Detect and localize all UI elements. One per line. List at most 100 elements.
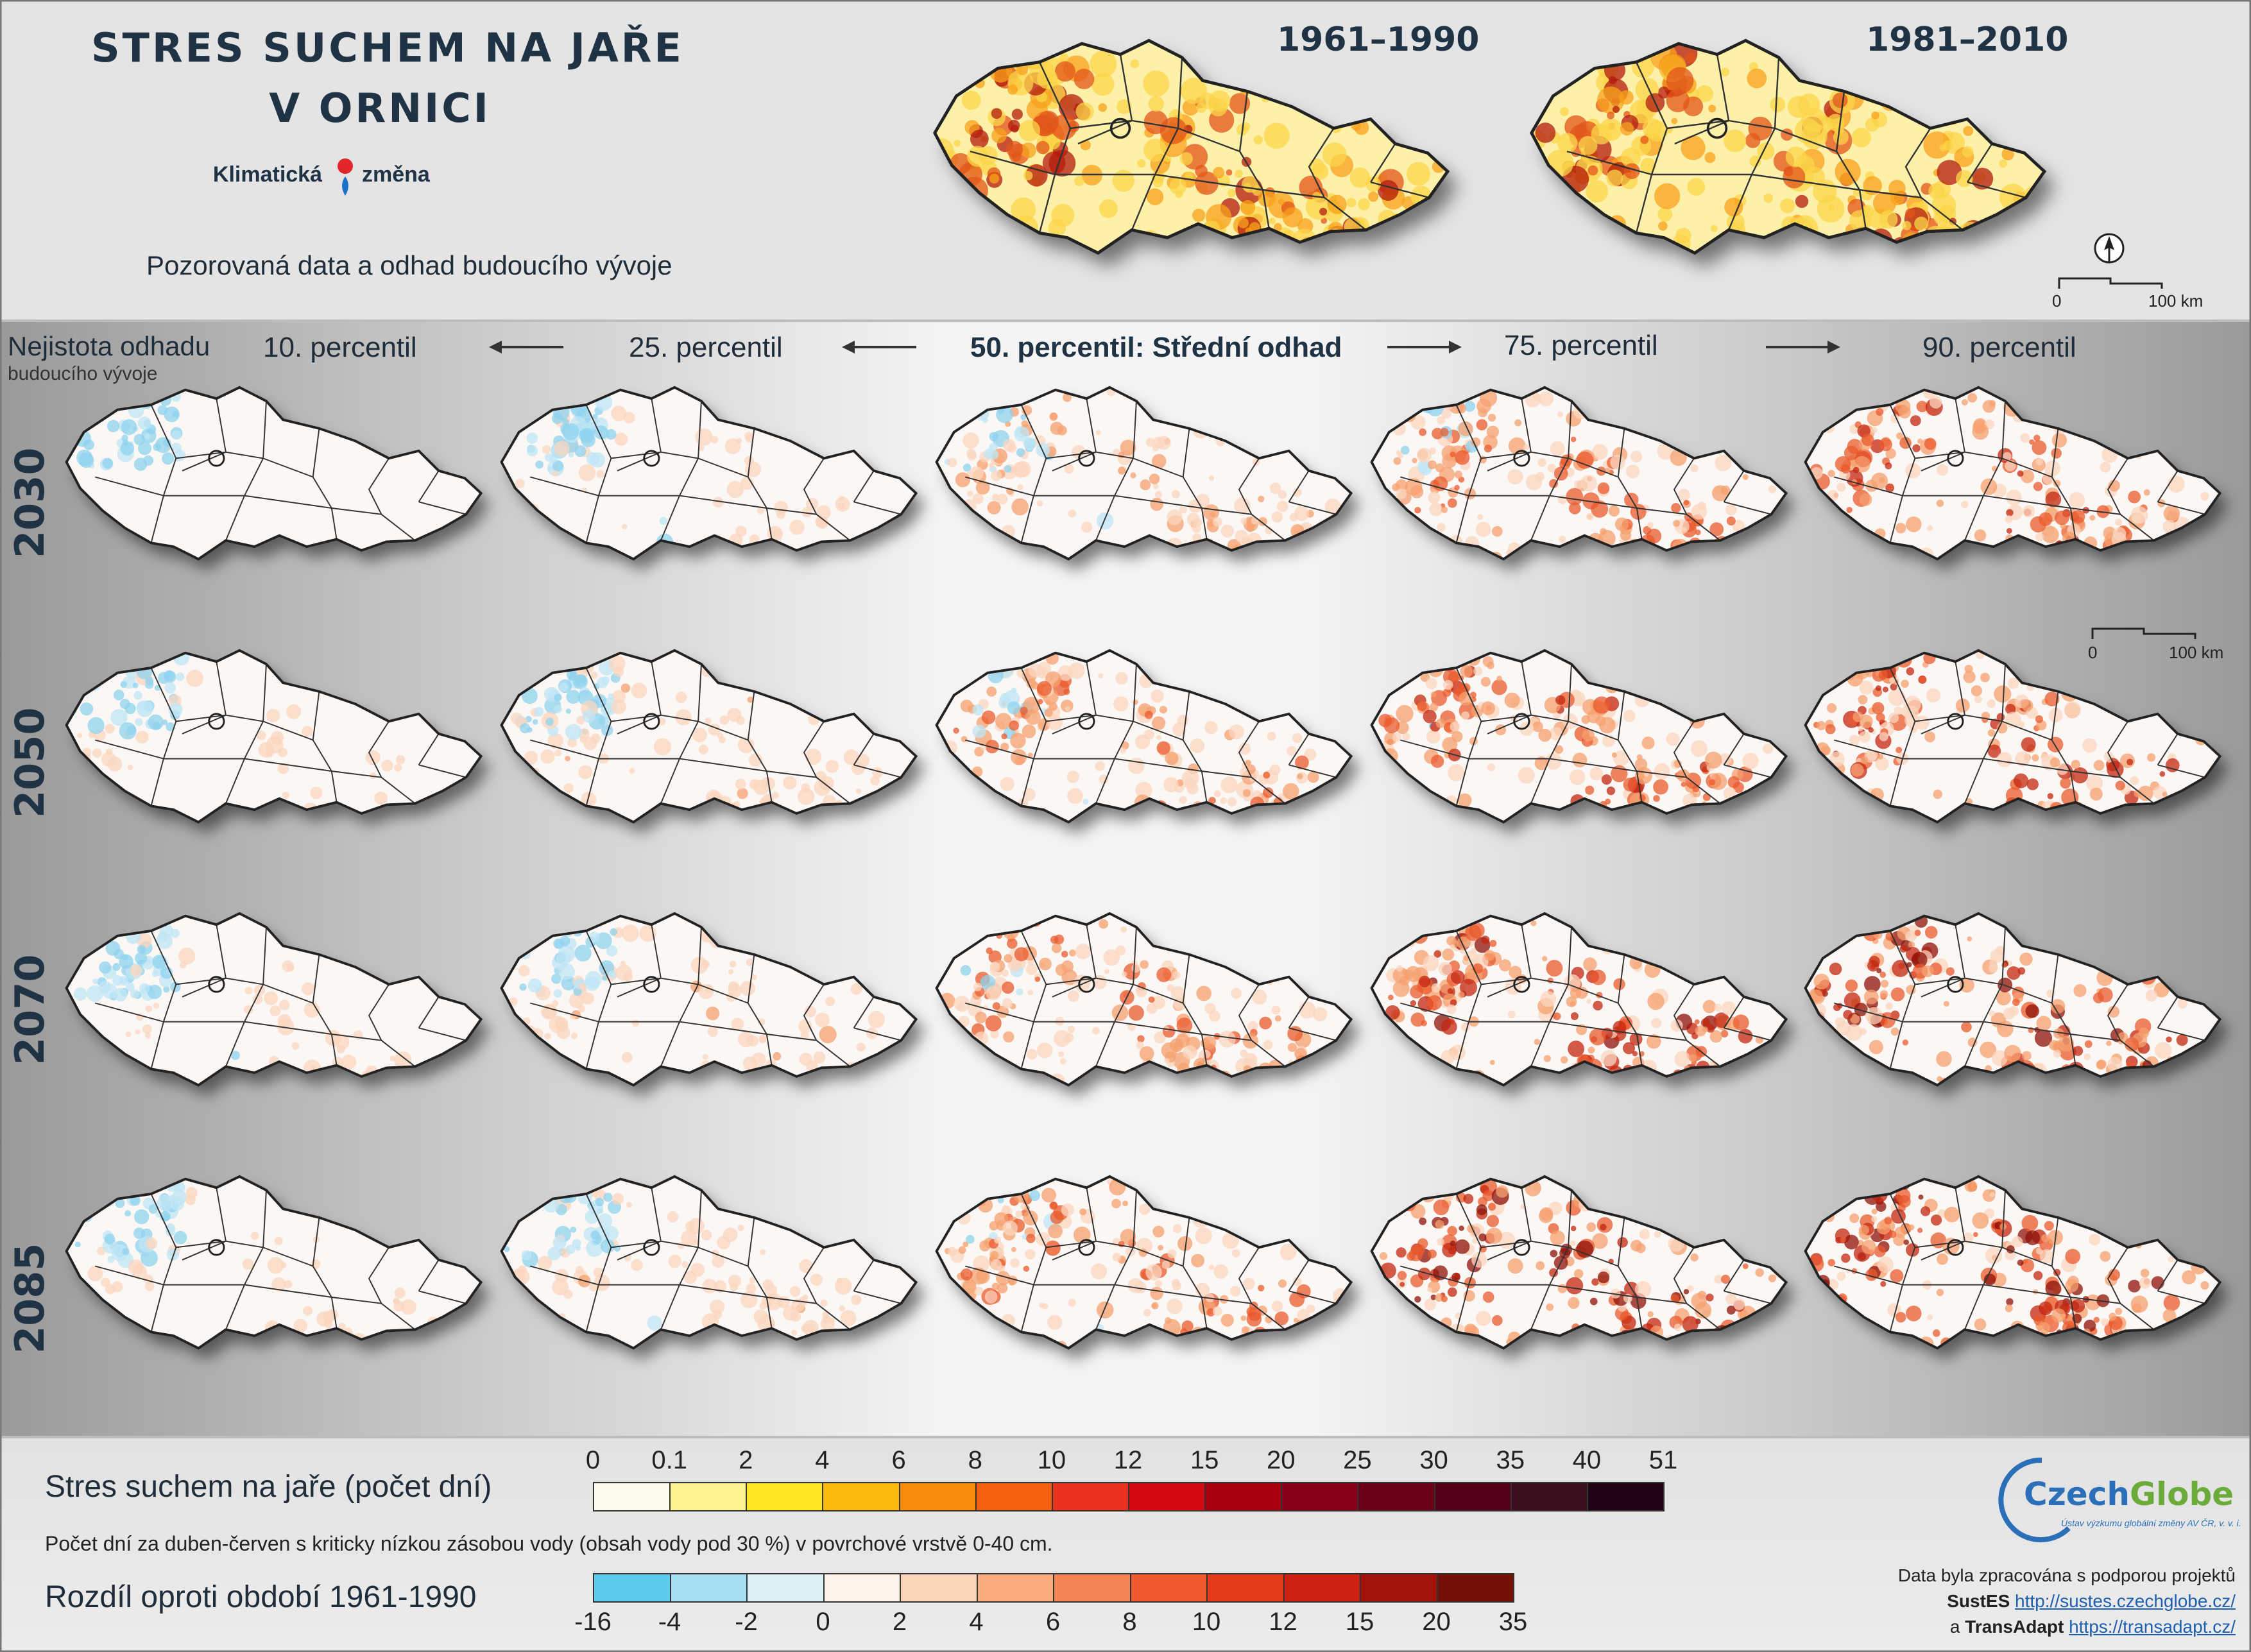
map-pixel — [1405, 966, 1421, 982]
map-pixel — [1164, 1058, 1170, 1064]
map-pixel — [1242, 537, 1249, 545]
map-pixel — [1862, 1239, 1876, 1254]
map-pixel — [777, 1296, 791, 1309]
legend-abs-tick: 30 — [1419, 1446, 1448, 1474]
map-pixel — [1647, 992, 1665, 1010]
map-pixel — [1623, 163, 1640, 180]
map-pixel — [1504, 692, 1520, 708]
map-pixel — [138, 441, 151, 456]
map-pixel — [759, 1302, 767, 1310]
map-pixel — [1308, 158, 1325, 175]
map-pixel — [1908, 1224, 1915, 1230]
sustes-link[interactable]: http://sustes.czechglobe.cz/ — [2015, 1591, 2236, 1611]
map-pixel — [1482, 1291, 1494, 1303]
map-pixel — [1896, 432, 1903, 439]
map-pixel — [1507, 469, 1523, 485]
map-pixel — [2039, 512, 2053, 527]
map-pixel — [1045, 1240, 1061, 1256]
map-pixel — [1258, 1284, 1265, 1291]
legend-abs-swatch — [1281, 1482, 1359, 1511]
map-pixel — [972, 704, 984, 716]
map-pixel — [1906, 667, 1915, 676]
map-pixel — [1962, 146, 1974, 158]
map-pixel — [592, 413, 598, 420]
legend-abs-swatch — [898, 1482, 977, 1511]
map-pixel — [954, 140, 961, 147]
map-pixel — [1042, 151, 1066, 175]
map-pixel — [738, 737, 755, 753]
map-pixel — [1486, 1214, 1499, 1227]
map-pixel — [1613, 978, 1625, 991]
map-pixel — [1572, 753, 1588, 768]
map-pixel — [1608, 76, 1617, 85]
map-pixel — [1666, 67, 1694, 94]
map-pixel — [1642, 118, 1663, 139]
map-pixel — [521, 1250, 532, 1261]
map-pixel — [1971, 685, 1983, 697]
map-pixel — [1120, 926, 1127, 933]
map-pixel — [547, 1247, 561, 1261]
map-pixel — [1407, 162, 1430, 186]
legend-abs-tick: 10 — [1037, 1446, 1066, 1474]
map-pixel — [1185, 171, 1194, 180]
map-pixel — [1280, 1243, 1297, 1261]
map-pixel — [749, 1277, 756, 1284]
map-pixel — [2100, 462, 2111, 473]
map-pixel — [132, 682, 139, 688]
map-pixel — [1861, 433, 1874, 447]
map-pixel — [538, 1256, 552, 1270]
map-pixel — [99, 961, 112, 974]
percentile-25-label: 25. percentil — [629, 332, 783, 363]
map-pixel — [567, 738, 577, 747]
map-pixel — [552, 1279, 569, 1296]
map-pixel — [2033, 1271, 2043, 1281]
map-pixel — [144, 1032, 151, 1039]
year-label-2050: 2050 — [6, 707, 53, 818]
map-pixel — [1027, 753, 1033, 758]
map-pixel — [1908, 941, 1915, 948]
map-pixel — [1447, 1225, 1457, 1236]
map-pixel — [1313, 1007, 1328, 1022]
map-pixel — [1027, 1048, 1038, 1060]
map-pixel — [121, 978, 128, 985]
map-pixel — [1640, 135, 1649, 144]
map-pixel — [1182, 1045, 1197, 1060]
map-pixel — [1487, 661, 1494, 670]
map-pixel — [1240, 1050, 1248, 1058]
map-pixel — [1892, 960, 1910, 977]
transadapt-link[interactable]: https://transadapt.cz/ — [2069, 1617, 2236, 1637]
legend-abs-swatch — [975, 1482, 1053, 1511]
map-pixel — [1156, 735, 1162, 740]
map-pixel — [1145, 1264, 1162, 1281]
map-pixel — [2044, 1221, 2054, 1231]
map-pixel — [1924, 438, 1937, 450]
map-pixel — [1939, 144, 1947, 151]
future-map-2050-p1 — [500, 649, 918, 824]
map-pixel — [2132, 514, 2142, 524]
map-pixel — [1946, 967, 1955, 976]
map-pixel — [1057, 665, 1074, 681]
map-pixel — [1695, 529, 1701, 536]
map-pixel — [1179, 506, 1187, 514]
map-pixel — [1427, 1249, 1437, 1259]
map-pixel — [524, 751, 538, 765]
map-pixel — [1074, 69, 1095, 90]
map-pixel — [1172, 1224, 1182, 1233]
map-pixel — [1163, 777, 1179, 793]
map-pixel — [1426, 995, 1442, 1010]
map-pixel — [1471, 948, 1476, 954]
legend-abs-swatch — [1510, 1482, 1588, 1511]
map-pixel — [1930, 1214, 1942, 1226]
map-pixel — [1155, 491, 1162, 498]
map-pixel — [1427, 460, 1437, 470]
map-pixel — [2001, 148, 2014, 161]
map-pixel — [1980, 672, 1990, 683]
map-pixel — [1472, 1238, 1478, 1244]
map-pixel — [1630, 1239, 1643, 1252]
map-pixel — [992, 1002, 1000, 1010]
map-pixel — [1926, 688, 1941, 703]
legend-diff-swatch — [593, 1573, 671, 1603]
map-pixel — [1154, 1031, 1167, 1044]
map-pixel — [1876, 408, 1884, 416]
map-pixel — [957, 1002, 965, 1010]
